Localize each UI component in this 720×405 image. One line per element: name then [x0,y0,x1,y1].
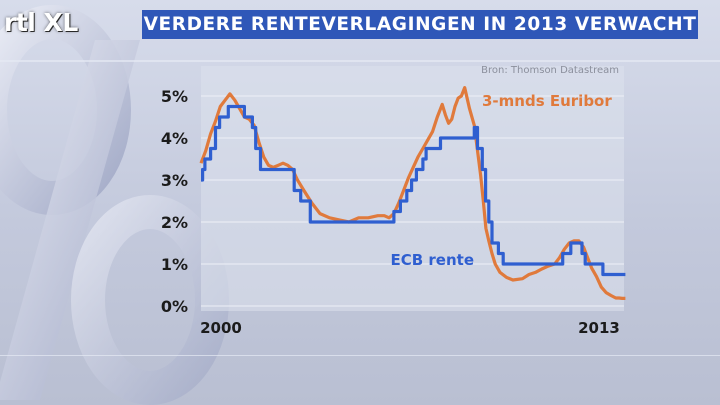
y-tick-label: 4% [161,129,188,148]
x-tick-label: 2013 [578,319,620,337]
y-tick-label: 5% [161,87,188,106]
series-lines [199,86,626,300]
y-tick-label: 3% [161,171,188,190]
y-axis-ticks: 0% 1% 2% 3% 4% 5% [161,87,188,316]
y-tick-label: 0% [161,297,188,316]
source-note: Bron: Thomson Datastream [481,65,619,76]
x-axis-ticks: 2000 2013 [200,319,620,337]
y-tick-label: 1% [161,255,188,274]
series-line-ecb [201,104,626,277]
series-label-ecb: ECB rente [390,251,474,269]
y-tick-label: 2% [161,213,188,232]
series-line-euribor [199,86,626,300]
rtl-xl-logo: rtl XL [4,8,78,37]
series-label-euribor: 3-mnds Euribor [482,92,612,110]
chart-title: VERDERE RENTEVERLAGINGEN IN 2013 VERWACH… [142,10,698,39]
x-tick-label: 2000 [200,319,242,337]
